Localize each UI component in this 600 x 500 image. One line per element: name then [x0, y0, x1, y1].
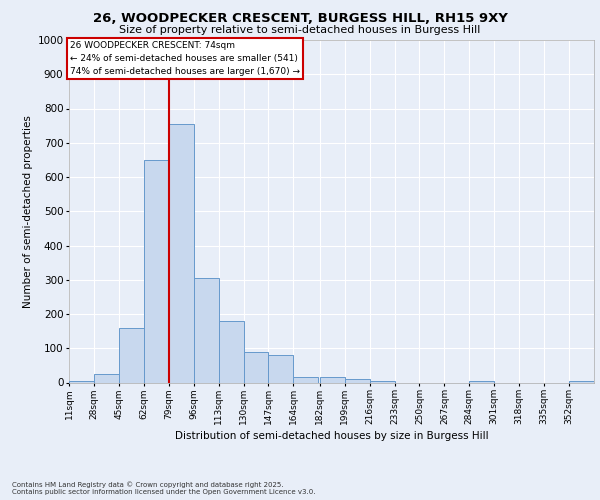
Bar — [144, 160, 169, 382]
Bar — [344, 379, 370, 382]
Bar — [244, 352, 268, 382]
Bar — [469, 381, 494, 382]
Text: Size of property relative to semi-detached houses in Burgess Hill: Size of property relative to semi-detach… — [119, 25, 481, 35]
Bar — [169, 124, 194, 382]
Bar — [194, 278, 218, 382]
Text: Contains HM Land Registry data © Crown copyright and database right 2025.
Contai: Contains HM Land Registry data © Crown c… — [12, 482, 316, 495]
Y-axis label: Number of semi-detached properties: Number of semi-detached properties — [23, 115, 33, 308]
Bar — [69, 381, 94, 382]
Bar — [320, 378, 344, 382]
Bar — [218, 321, 244, 382]
Bar — [293, 378, 319, 382]
X-axis label: Distribution of semi-detached houses by size in Burgess Hill: Distribution of semi-detached houses by … — [175, 432, 488, 442]
Bar — [569, 381, 594, 382]
Bar — [268, 355, 293, 382]
Text: 26, WOODPECKER CRESCENT, BURGESS HILL, RH15 9XY: 26, WOODPECKER CRESCENT, BURGESS HILL, R… — [92, 12, 508, 26]
Bar — [370, 381, 395, 382]
Bar — [119, 328, 144, 382]
Text: 26 WOODPECKER CRESCENT: 74sqm
← 24% of semi-detached houses are smaller (541)
74: 26 WOODPECKER CRESCENT: 74sqm ← 24% of s… — [70, 40, 300, 76]
Bar — [94, 374, 119, 382]
